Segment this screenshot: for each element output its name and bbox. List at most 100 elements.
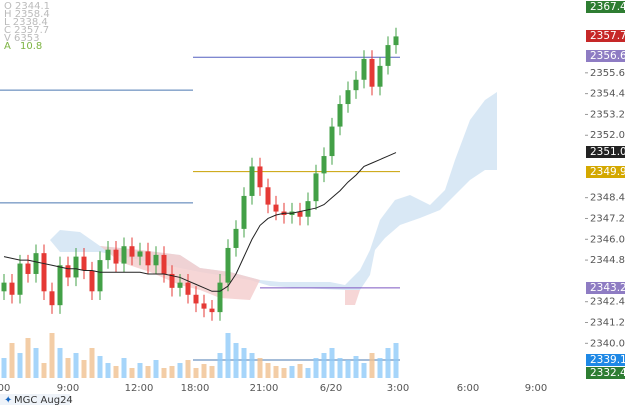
info-line: V 6353 — [4, 33, 39, 44]
volume-bar — [49, 333, 55, 378]
x-tick-label: 9:00 — [525, 383, 547, 394]
volume-bar — [321, 353, 327, 378]
candle-body — [161, 254, 167, 274]
volume-bar — [209, 366, 215, 378]
candle-body — [305, 201, 311, 217]
candle-body — [89, 270, 95, 292]
candle-body — [241, 195, 247, 229]
volume-bar — [177, 363, 183, 378]
candle-body — [233, 228, 239, 248]
candle-body — [49, 291, 55, 306]
candle-body — [145, 251, 151, 266]
price-tag-label: 2367.4 — [590, 1, 625, 13]
candle-body — [169, 273, 175, 288]
price-tag-label: 2357.7 — [590, 30, 625, 42]
candle-body — [73, 256, 79, 278]
volume-bar — [113, 366, 119, 378]
x-tick-label: 00 — [0, 383, 10, 394]
candle-body — [329, 126, 335, 157]
info-a-value: 10.8 — [20, 41, 42, 52]
candle-body — [393, 36, 399, 46]
candle-body — [265, 187, 271, 205]
volume-bar — [329, 348, 335, 378]
x-tick-label: 6:00 — [457, 383, 479, 394]
symbol-tab — [0, 394, 70, 405]
volume-bar — [97, 356, 103, 378]
y-tick-label: 2354.4 — [590, 89, 625, 100]
candle-body — [225, 247, 231, 283]
volume-bar — [193, 368, 199, 378]
y-tick-label: 2347.2 — [590, 213, 625, 224]
volume-bar — [65, 358, 71, 378]
y-tick-label: 2353.2 — [590, 109, 625, 120]
info-line: L 2338.4 — [4, 17, 48, 28]
candle-body — [33, 253, 39, 274]
candle-body — [201, 303, 207, 309]
symbol: MGC Aug24 — [14, 395, 73, 405]
price-tag-label: 2339.1 — [590, 354, 625, 366]
candle-body — [57, 265, 63, 306]
x-tick-label: 6/20 — [320, 383, 342, 394]
volume-bar — [281, 368, 287, 378]
candle-body — [321, 156, 327, 174]
y-tick-label: 2342.4 — [590, 297, 625, 308]
volume-bar — [353, 356, 359, 378]
x-tick-label: 3:00 — [387, 383, 409, 394]
y-tick-label: 2352.0 — [590, 130, 625, 141]
candle-body — [121, 246, 127, 264]
candle-body — [97, 260, 103, 292]
candle-body — [345, 90, 351, 105]
y-tick-label: 2340.0 — [590, 338, 625, 349]
candle-body — [377, 65, 383, 87]
volume-bar — [9, 343, 15, 378]
volume-bar — [217, 353, 223, 378]
volume-bar — [369, 353, 375, 378]
candle-body — [113, 249, 119, 264]
x-tick-label: 12:00 — [125, 383, 154, 394]
volume-bar — [225, 333, 231, 378]
volume-bar — [169, 366, 175, 378]
candle-body — [185, 282, 191, 295]
volume-bar — [305, 368, 311, 378]
candle-body — [17, 263, 23, 295]
volume-bar — [153, 360, 159, 378]
volume-bar — [137, 363, 143, 378]
volume-bar — [41, 363, 47, 378]
y-tick-label: 2344.8 — [590, 255, 625, 266]
info-line: C 2357.7 — [4, 25, 49, 36]
x-tick-label: 18:00 — [181, 383, 210, 394]
volume-bar — [241, 348, 247, 378]
candle-body — [153, 254, 159, 266]
volume-bar — [361, 363, 367, 378]
y-tick-label: 2355.6 — [590, 68, 625, 79]
volume-bar — [337, 358, 343, 378]
volume-bar — [121, 358, 127, 378]
candle-body — [41, 253, 47, 292]
volume-bar — [81, 360, 87, 378]
volume-bar — [297, 364, 303, 378]
candle-body — [9, 282, 15, 295]
price-tag — [586, 1, 625, 13]
volume-bar — [233, 343, 239, 378]
candle-body — [193, 294, 199, 304]
price-tag — [586, 367, 625, 379]
candle-body — [137, 251, 143, 257]
volume-bar — [105, 363, 111, 378]
candle-body — [25, 263, 31, 274]
volume-bar — [273, 366, 279, 378]
price-tag-label: 2343.2 — [590, 282, 625, 294]
candle-body — [1, 282, 7, 292]
candle-body — [313, 173, 319, 202]
candle-body — [385, 45, 391, 66]
y-tick-label: 2348.4 — [590, 193, 625, 204]
candle-body — [257, 166, 263, 188]
volume-bar — [385, 348, 391, 378]
plot-area — [0, 0, 585, 380]
candle-body — [297, 211, 303, 217]
moving-average — [3, 152, 397, 292]
candle-body — [337, 104, 343, 127]
volume-bar — [393, 343, 399, 378]
x-tick-label: 9:00 — [57, 383, 79, 394]
volume-bar — [249, 353, 255, 378]
